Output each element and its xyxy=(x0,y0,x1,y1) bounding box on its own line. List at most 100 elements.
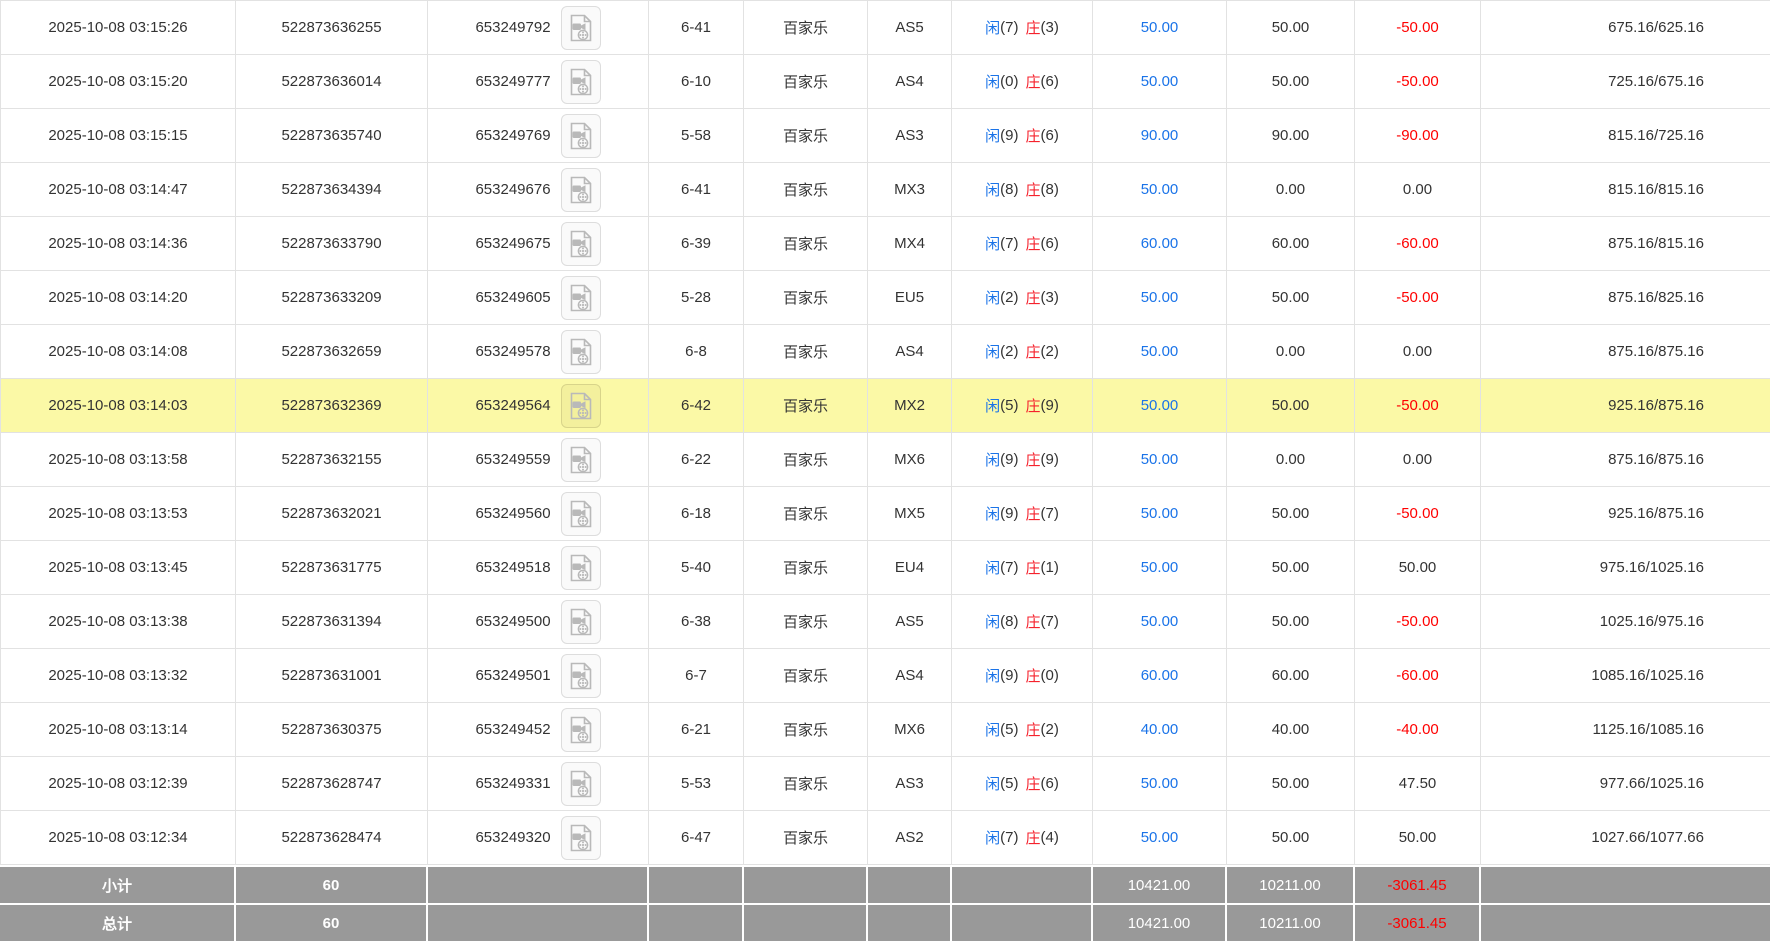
video-replay-button[interactable] xyxy=(560,5,601,50)
video-replay-icon xyxy=(569,230,593,258)
video-replay-button[interactable] xyxy=(560,113,601,158)
bet-record-row[interactable]: 2025-10-08 03:13:38 522873631394 6532495… xyxy=(0,595,1770,649)
shoe-round: 5-28 xyxy=(649,271,744,324)
win-loss-amount: -40.00 xyxy=(1355,703,1481,756)
summary-win-loss-total: -3061.45 xyxy=(1355,905,1481,941)
bet-record-row[interactable]: 2025-10-08 03:14:20 522873633209 6532496… xyxy=(0,271,1770,325)
video-replay-button[interactable] xyxy=(560,221,601,266)
player-points: (5) xyxy=(1000,721,1019,738)
player-points: (9) xyxy=(1000,127,1019,144)
bet-record-row[interactable]: 2025-10-08 03:13:58 522873632155 6532495… xyxy=(0,433,1770,487)
bet-time: 2025-10-08 03:12:39 xyxy=(0,757,236,810)
round-number-cell: 653249560 xyxy=(428,487,649,540)
bet-amount: 50.00 xyxy=(1093,595,1227,648)
round-number-cell: 653249559 xyxy=(428,433,649,486)
summary-empty-cell xyxy=(744,867,868,903)
order-number: 522873636255 xyxy=(236,1,428,54)
round-number: 653249500 xyxy=(475,613,551,630)
round-number-cell: 653249320 xyxy=(428,811,649,864)
shoe-round: 6-8 xyxy=(649,325,744,378)
valid-amount: 50.00 xyxy=(1227,541,1355,594)
bet-time: 2025-10-08 03:13:58 xyxy=(0,433,236,486)
bet-time: 2025-10-08 03:15:20 xyxy=(0,55,236,108)
order-number: 522873631394 xyxy=(236,595,428,648)
bet-record-row[interactable]: 2025-10-08 03:13:53 522873632021 6532495… xyxy=(0,487,1770,541)
win-loss-amount: 0.00 xyxy=(1355,163,1481,216)
balance-before-after: 1085.16/1025.16 xyxy=(1591,667,1704,684)
bet-time: 2025-10-08 03:14:47 xyxy=(0,163,236,216)
game-type: 百家乐 xyxy=(744,109,868,162)
bet-record-row[interactable]: 2025-10-08 03:12:39 522873628747 6532493… xyxy=(0,757,1770,811)
player-label: 闲 xyxy=(985,560,1001,577)
banker-points: (9) xyxy=(1040,397,1059,414)
video-replay-button[interactable] xyxy=(560,761,601,806)
shoe-round: 6-7 xyxy=(649,649,744,702)
bet-record-row[interactable]: 2025-10-08 03:15:26 522873636255 6532497… xyxy=(0,1,1770,55)
video-replay-button[interactable] xyxy=(560,329,601,374)
shoe-round: 6-41 xyxy=(649,1,744,54)
banker-points: (3) xyxy=(1040,19,1059,36)
video-replay-button[interactable] xyxy=(560,437,601,482)
summary-row: 小计 60 10421.00 10211.00 -3061.45 xyxy=(0,867,1770,903)
banker-label: 庄 xyxy=(1025,290,1041,307)
round-number-cell: 653249792 xyxy=(428,1,649,54)
game-result: 闲 (7) 庄 (3) xyxy=(952,1,1093,54)
video-replay-button[interactable] xyxy=(560,599,601,644)
bet-record-row[interactable]: 2025-10-08 03:13:14 522873630375 6532494… xyxy=(0,703,1770,757)
bet-record-row[interactable]: 2025-10-08 03:14:36 522873633790 6532496… xyxy=(0,217,1770,271)
bet-time: 2025-10-08 03:14:36 xyxy=(0,217,236,270)
round-number: 653249675 xyxy=(475,235,551,252)
banker-points: (7) xyxy=(1040,505,1059,522)
bet-time: 2025-10-08 03:13:14 xyxy=(0,703,236,756)
bet-record-row[interactable]: 2025-10-08 03:13:32 522873631001 6532495… xyxy=(0,649,1770,703)
video-replay-button[interactable] xyxy=(560,491,601,536)
bet-record-row[interactable]: 2025-10-08 03:14:47 522873634394 6532496… xyxy=(0,163,1770,217)
balance-before-after: 925.16/875.16 xyxy=(1608,505,1704,522)
bet-record-row[interactable]: 2025-10-08 03:12:34 522873628474 6532493… xyxy=(0,811,1770,865)
summary-count: 60 xyxy=(236,905,428,941)
video-replay-button[interactable] xyxy=(560,707,601,752)
video-replay-button[interactable] xyxy=(560,59,601,104)
banker-label: 庄 xyxy=(1025,506,1041,523)
banker-label: 庄 xyxy=(1025,74,1041,91)
bet-record-row[interactable]: 2025-10-08 03:15:15 522873635740 6532497… xyxy=(0,109,1770,163)
bet-amount: 50.00 xyxy=(1093,541,1227,594)
bet-record-row[interactable]: 2025-10-08 03:14:08 522873632659 6532495… xyxy=(0,325,1770,379)
game-result: 闲 (9) 庄 (6) xyxy=(952,109,1093,162)
video-replay-button[interactable] xyxy=(560,383,601,428)
balance-before-after: 977.66/1025.16 xyxy=(1599,775,1704,792)
valid-amount: 40.00 xyxy=(1227,703,1355,756)
game-type: 百家乐 xyxy=(744,595,868,648)
balance-before-after: 1125.16/1085.16 xyxy=(1592,721,1705,738)
banker-points: (6) xyxy=(1040,235,1059,252)
video-replay-button[interactable] xyxy=(560,167,601,212)
balance-before-after: 875.16/875.16 xyxy=(1608,451,1704,468)
video-replay-button[interactable] xyxy=(560,815,601,860)
valid-amount: 50.00 xyxy=(1227,55,1355,108)
summary-empty-cell xyxy=(744,905,868,941)
win-loss-amount: -50.00 xyxy=(1355,271,1481,324)
bet-amount: 40.00 xyxy=(1093,703,1227,756)
video-replay-button[interactable] xyxy=(560,545,601,590)
valid-amount: 0.00 xyxy=(1227,433,1355,486)
win-loss-amount: -60.00 xyxy=(1355,217,1481,270)
game-type: 百家乐 xyxy=(744,811,868,864)
player-label: 闲 xyxy=(985,722,1001,739)
bet-time: 2025-10-08 03:14:08 xyxy=(0,325,236,378)
round-number-cell: 653249452 xyxy=(428,703,649,756)
player-label: 闲 xyxy=(985,452,1001,469)
banker-points: (8) xyxy=(1040,181,1059,198)
shoe-round: 6-22 xyxy=(649,433,744,486)
bet-time: 2025-10-08 03:14:03 xyxy=(0,379,236,432)
table-code: MX4 xyxy=(868,217,952,270)
game-result: 闲 (7) 庄 (1) xyxy=(952,541,1093,594)
player-label: 闲 xyxy=(985,344,1001,361)
bet-record-row[interactable]: 2025-10-08 03:13:45 522873631775 6532495… xyxy=(0,541,1770,595)
video-replay-button[interactable] xyxy=(560,275,601,320)
video-replay-button[interactable] xyxy=(560,653,601,698)
round-number: 653249792 xyxy=(475,19,551,36)
shoe-round: 6-21 xyxy=(649,703,744,756)
bet-record-row[interactable]: 2025-10-08 03:15:20 522873636014 6532497… xyxy=(0,55,1770,109)
bet-record-row[interactable]: 2025-10-08 03:14:03 522873632369 6532495… xyxy=(0,379,1770,433)
bet-amount: 50.00 xyxy=(1093,811,1227,864)
